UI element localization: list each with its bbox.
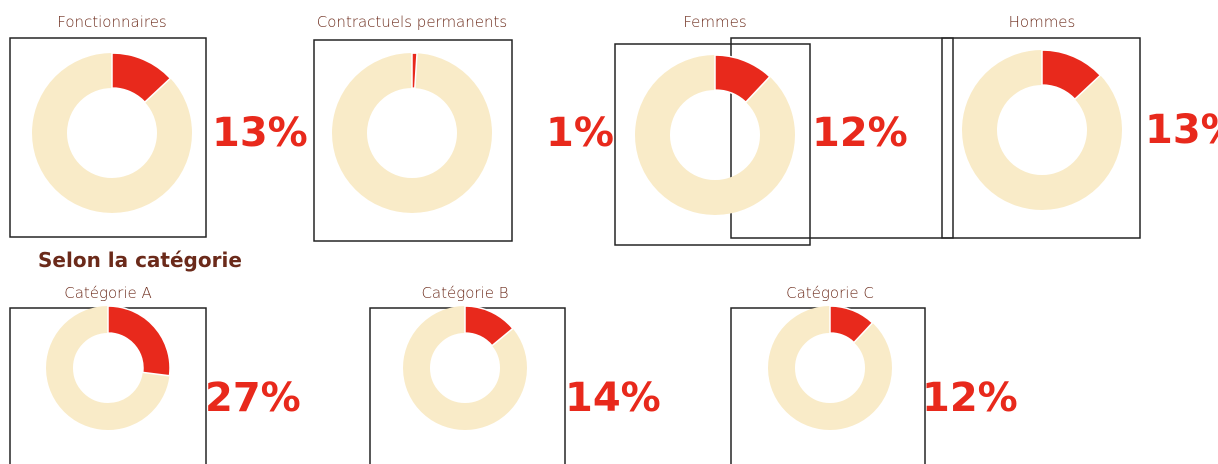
value-label: 13% [212,110,308,156]
donut-slice [714,54,771,104]
chart-title: Hommes [1009,13,1076,31]
chart-title: Femmes [683,13,746,31]
chart-title: Catégorie A [64,284,152,302]
frame [941,37,1141,239]
chart-title: Catégorie B [421,284,508,302]
donut-track [635,55,795,215]
value-label: 1% [546,110,614,156]
value-label: 12% [922,375,1018,421]
value-label: 13% [1145,107,1218,153]
donut-slice [1041,49,1102,101]
chart-title: Catégorie C [786,284,874,302]
chart-title: Fonctionnaires [57,13,167,31]
donut-slice [111,52,172,104]
value-label: 12% [812,110,908,156]
donut-slice [464,305,514,347]
value-label: 14% [565,375,661,421]
donut-slice [107,305,171,377]
section-heading: Selon la catégorie [38,248,242,272]
frame [9,37,207,238]
chart-title: Contractuels permanents [317,13,507,31]
donut-track [332,53,492,213]
donut-slice [411,52,418,89]
value-label: 27% [205,375,301,421]
frame [730,37,954,239]
donut-slice [829,305,874,344]
frame [614,43,811,246]
donut-track [768,306,892,430]
frame [313,39,513,242]
